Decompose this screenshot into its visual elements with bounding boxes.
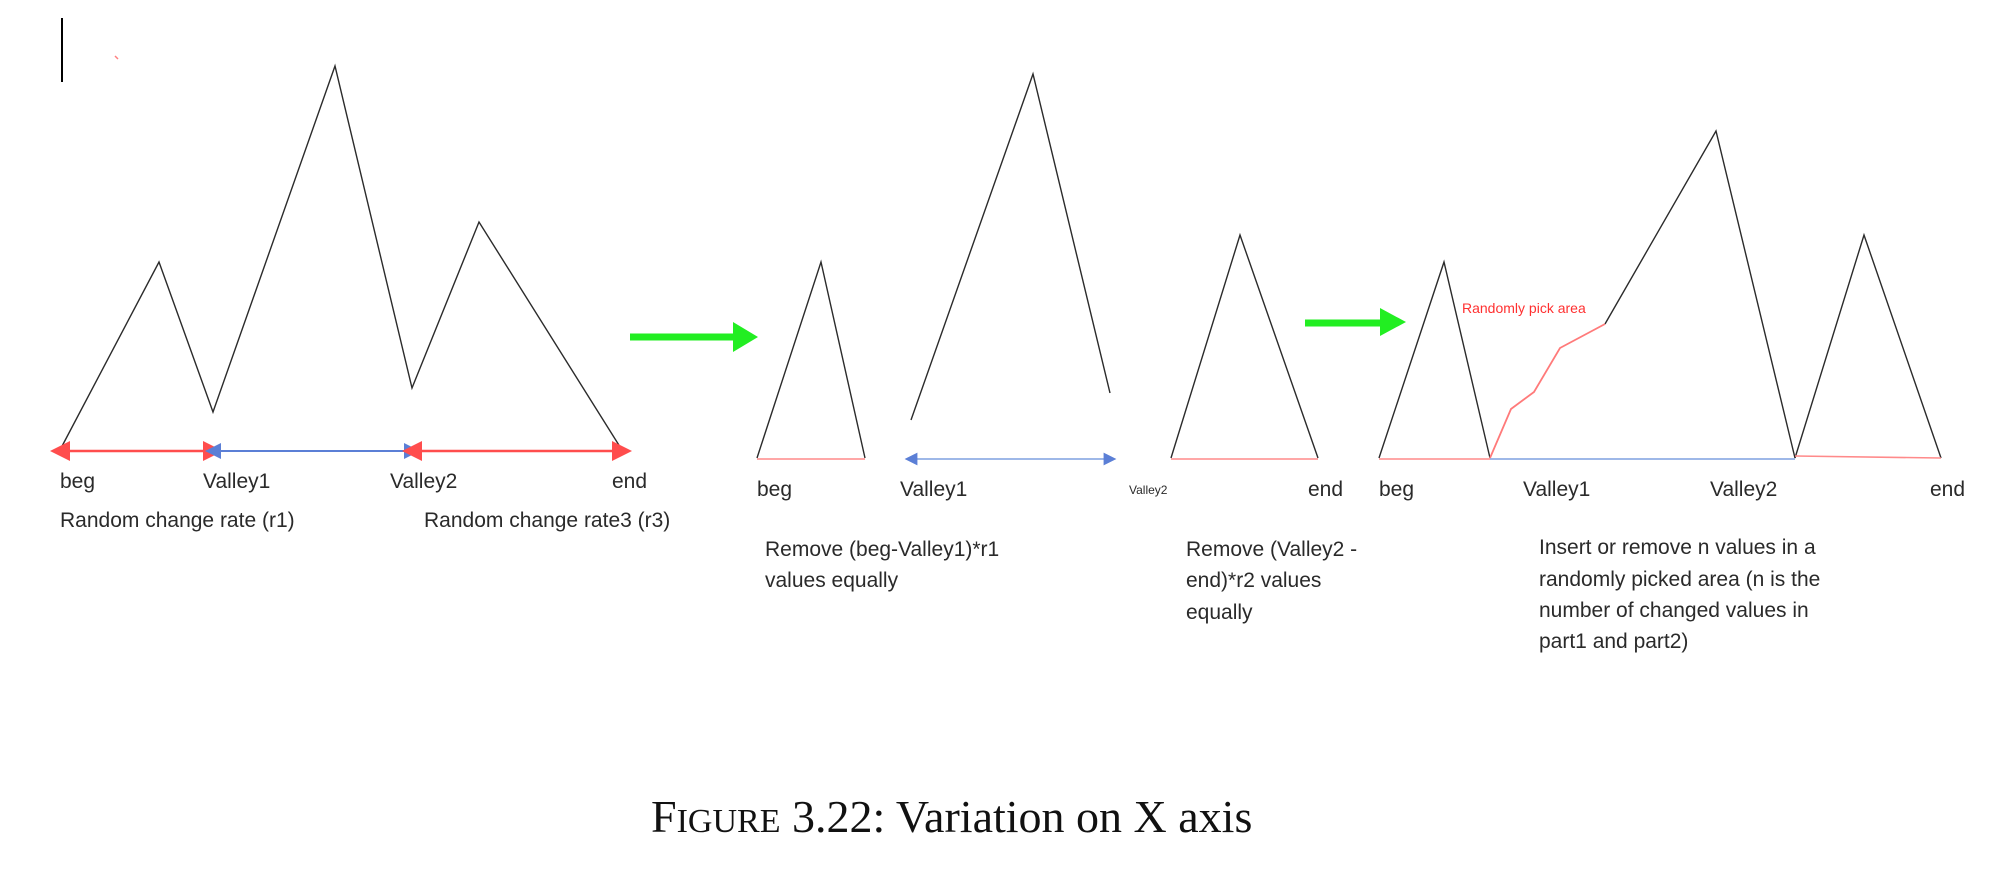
peak-right <box>1794 232 1942 459</box>
panel-original-series: beg Valley1 Valley2 end Random change ra… <box>50 63 670 532</box>
peak-middle <box>910 71 1111 421</box>
caption-rest: 3.22: Variation on X axis <box>780 791 1252 842</box>
rate-r1-label: Random change rate (r1) <box>60 509 295 532</box>
note-line3: number of changed values in <box>1539 599 1809 622</box>
rate-r3-label: Random change rate3 (r3) <box>424 509 670 532</box>
label-beg: beg <box>60 470 95 493</box>
label-valley1: Valley1 <box>900 478 967 501</box>
label-end: end <box>1308 478 1343 501</box>
label-valley1: Valley1 <box>203 470 270 493</box>
note-line1: Insert or remove n values in a <box>1539 536 1816 559</box>
note-left-line1: Remove (beg-Valley1)*r1 <box>765 538 999 561</box>
transition-arrow-2 <box>1305 308 1406 336</box>
figure-background <box>55 52 1975 680</box>
peak-left <box>756 259 866 459</box>
note-right-line3: equally <box>1186 601 1253 624</box>
note-left-line2: values equally <box>765 569 899 592</box>
red-speck <box>114 55 119 60</box>
caption-prefix: F <box>651 791 677 842</box>
transition-arrow-1 <box>630 322 758 352</box>
label-valley2: Valley2 <box>1710 478 1777 501</box>
figure-caption: FIGURE 3.22: Variation on X axis <box>651 791 1252 842</box>
peak-middle-right <box>1604 129 1796 459</box>
note-line2: randomly picked area (n is the <box>1539 568 1820 591</box>
label-end: end <box>1930 478 1965 501</box>
label-beg: beg <box>757 478 792 501</box>
peak-right <box>1170 232 1319 459</box>
peak-left <box>1378 259 1491 459</box>
panel-removed-values: beg Valley1 Valley2 end Remove (beg-Vall… <box>756 71 1357 624</box>
note-right-line1: Remove (Valley2 - <box>1186 538 1357 561</box>
caption-smallcaps: IGURE <box>677 803 781 840</box>
label-valley2: Valley2 <box>1129 483 1168 497</box>
note-line4: part1 and part2) <box>1539 630 1688 653</box>
segment-valley2-end <box>1794 455 1942 459</box>
label-valley2: Valley2 <box>390 470 457 493</box>
randomly-pick-area-label: Randomly pick area <box>1462 300 1586 316</box>
randomly-picked-area-line <box>1489 323 1606 459</box>
label-valley1: Valley1 <box>1523 478 1590 501</box>
panel-inserted-values: Randomly pick area beg Valley1 Valley2 e… <box>1378 129 1965 653</box>
series-line <box>59 63 623 451</box>
note-right-line2: end)*r2 values <box>1186 569 1321 592</box>
label-end: end <box>612 470 647 493</box>
label-beg: beg <box>1379 478 1414 501</box>
